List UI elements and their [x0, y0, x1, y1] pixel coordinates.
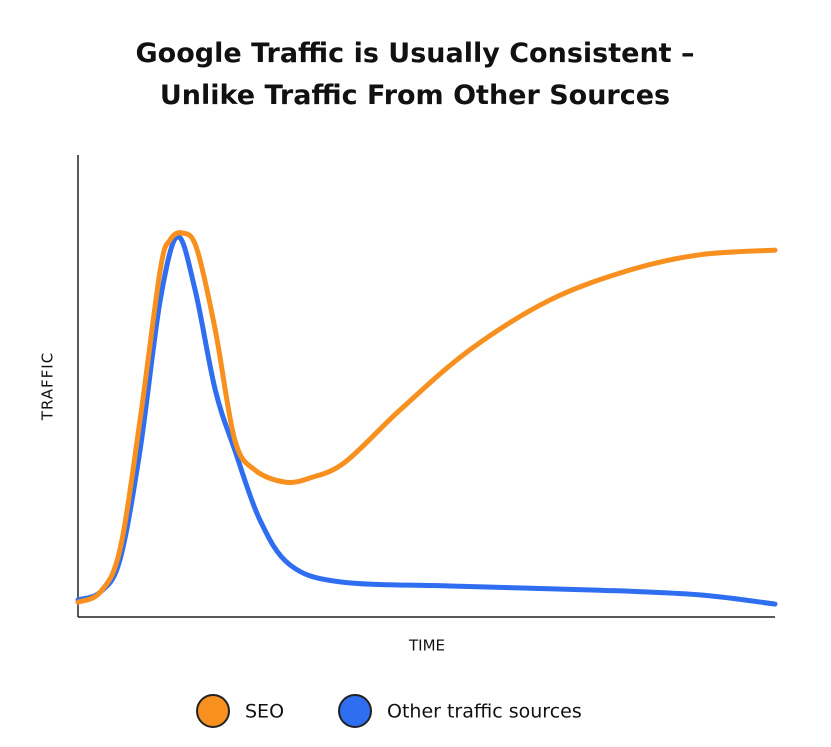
legend-label: Other traffic sources	[387, 701, 582, 723]
legend-label: SEO	[245, 701, 284, 723]
title-line: Unlike Traffic From Other Sources	[160, 80, 670, 111]
chart-title: Unlike Traffic From Other Sources	[160, 80, 670, 111]
x-axis-label: TIME	[408, 637, 445, 655]
line	[75, 234, 778, 607]
chart-title: Google Traffic is Usually Consistent –	[136, 38, 695, 69]
legend-swatch	[338, 694, 372, 728]
title-line: Google Traffic is Usually Consistent –	[136, 38, 695, 69]
legend-swatch	[196, 694, 230, 728]
y-axis-label: TRAFFIC	[39, 352, 57, 421]
line	[75, 230, 778, 605]
